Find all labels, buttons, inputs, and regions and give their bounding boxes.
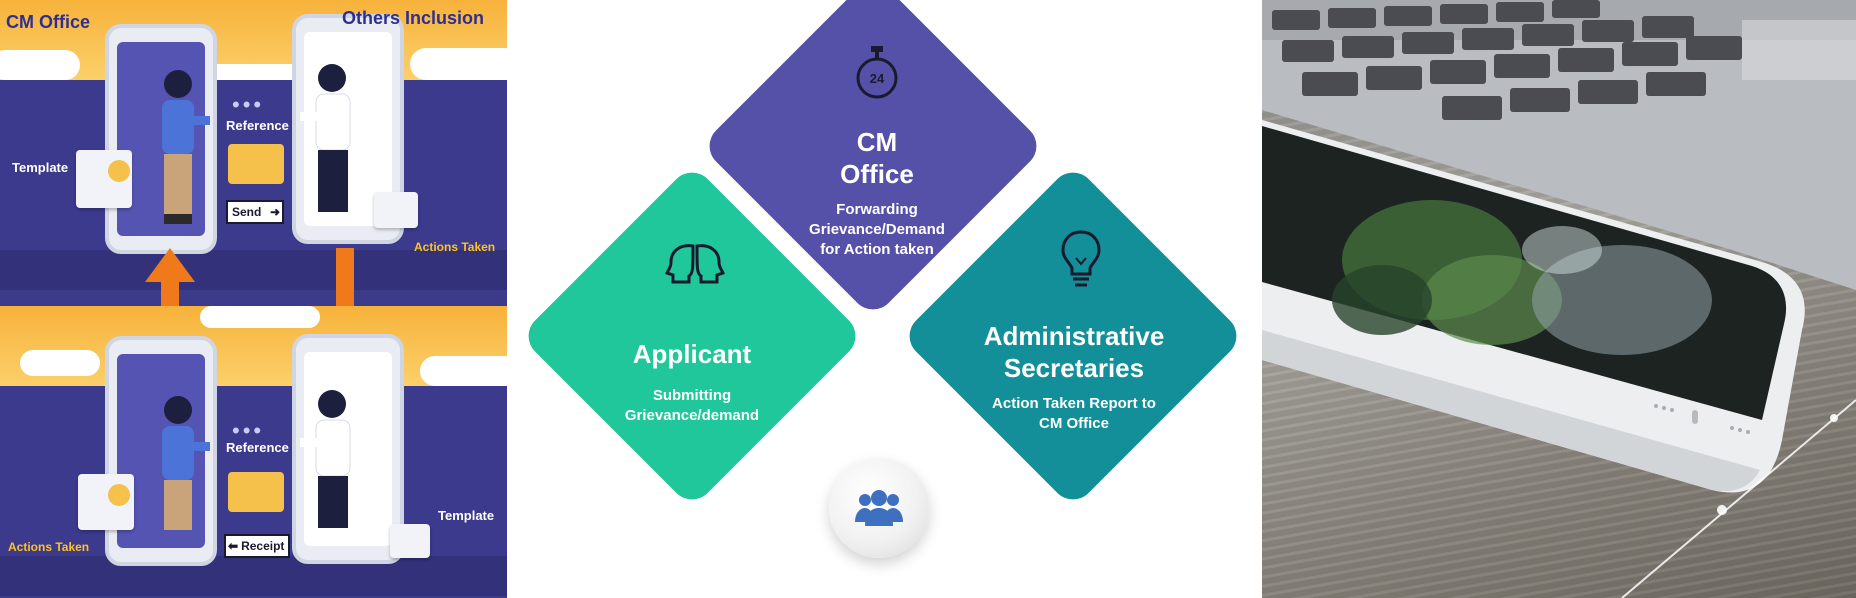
- arrow-left-icon: ⬅: [228, 539, 239, 553]
- person-blue-shirt: [162, 70, 210, 224]
- person-white-shirt: [300, 64, 351, 212]
- coin-icon: [108, 484, 130, 506]
- group-badge: [829, 458, 929, 558]
- document-card: [374, 192, 418, 228]
- reference-label: Reference: [226, 440, 289, 455]
- administrative-title-1: Administrative: [983, 321, 1165, 351]
- cloud: [20, 350, 100, 376]
- actions-taken-label: Actions Taken: [8, 540, 90, 554]
- cm-office-desc-3: for Action taken: [820, 241, 934, 258]
- folder-icon: [228, 144, 284, 184]
- lightbulb-icon: [1061, 230, 1101, 287]
- process-illustration: ••• CM Office Others Inclusion Reference…: [0, 0, 507, 598]
- arrow-right-icon: ➜: [269, 205, 280, 219]
- receipt-scene: ••• Reference Template ⬅ Receipt Actions…: [0, 306, 507, 596]
- cm-office-title-1: CM: [856, 127, 898, 157]
- cloud: [420, 356, 507, 386]
- applicant-desc-1: Submitting: [652, 387, 732, 404]
- folder-icon: [228, 472, 284, 512]
- template-label: Template: [12, 160, 69, 175]
- two-heads-icon: [665, 244, 725, 284]
- cloud: [200, 306, 320, 328]
- administrative-text: Administrative Secretaries Action Taken …: [937, 320, 1211, 434]
- actions-taken-label: Actions Taken: [414, 240, 496, 254]
- receipt-arrow: ⬅ Receipt: [224, 534, 290, 558]
- cloud: [190, 64, 320, 84]
- applicant-desc-2: Grievance/demand: [624, 407, 760, 424]
- receipt-label: Receipt: [241, 539, 285, 553]
- applicant-title: Applicant: [632, 339, 752, 369]
- stopwatch-number: 24: [870, 71, 885, 86]
- laptop-phone-photo: [1262, 0, 1856, 598]
- person-white-shirt: [300, 390, 351, 528]
- others-inclusion-label: Others Inclusion: [342, 8, 485, 28]
- cloud: [0, 50, 80, 80]
- stopwatch-24-icon: 24: [856, 46, 898, 99]
- dots: •••: [232, 92, 265, 117]
- document-card: [390, 524, 430, 558]
- cm-office-title-2: Office: [840, 159, 914, 189]
- people-group-icon: [855, 490, 903, 526]
- template-label: Template: [438, 508, 495, 523]
- cm-office-label: CM Office: [6, 12, 91, 32]
- administrative-desc-2: CM Office: [1038, 415, 1109, 432]
- cm-office-desc-2: Grievance/Demand: [809, 221, 945, 238]
- dots: •••: [232, 418, 265, 443]
- laptop-and-phone-image: [1262, 0, 1856, 598]
- person-blue-shirt: [162, 396, 210, 530]
- cm-office-desc-1: Forwarding: [836, 201, 918, 218]
- grievance-flow-diagram: 24 CM Office Forwarding Grievance/Demand…: [507, 0, 1262, 598]
- send-arrow: Send ➜: [226, 200, 284, 224]
- send-label: Send: [232, 205, 262, 219]
- send-scene: ••• CM Office Others Inclusion Reference…: [0, 0, 507, 290]
- administrative-desc-1: Action Taken Report to: [992, 395, 1156, 412]
- reference-label: Reference: [226, 118, 289, 133]
- applicant-text: Applicant Submitting Grievance/demand: [567, 338, 817, 426]
- cm-office-text: CM Office Forwarding Grievance/Demand fo…: [747, 126, 1007, 260]
- coin-icon: [108, 160, 130, 182]
- arrow-up-icon: [145, 248, 195, 344]
- cloud: [410, 48, 507, 80]
- administrative-title-2: Secretaries: [1003, 353, 1145, 383]
